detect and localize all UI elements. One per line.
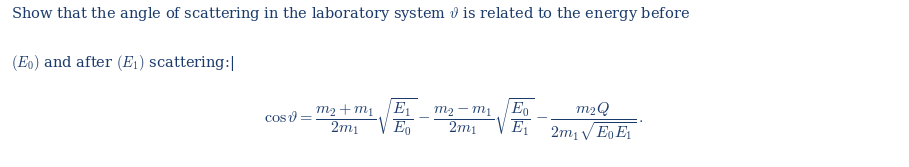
Text: Show that the angle of scattering in the laboratory system $\vartheta$ is relate: Show that the angle of scattering in the… <box>11 5 690 23</box>
Text: $(E_0)$ and after $(E_1)$ scattering:|: $(E_0)$ and after $(E_1)$ scattering:| <box>11 53 235 73</box>
Text: $\cos\vartheta = \dfrac{m_2 + m_1}{2m_1}\sqrt{\dfrac{E_1}{E_0}} - \dfrac{m_2 - m: $\cos\vartheta = \dfrac{m_2 + m_1}{2m_1}… <box>265 97 644 143</box>
